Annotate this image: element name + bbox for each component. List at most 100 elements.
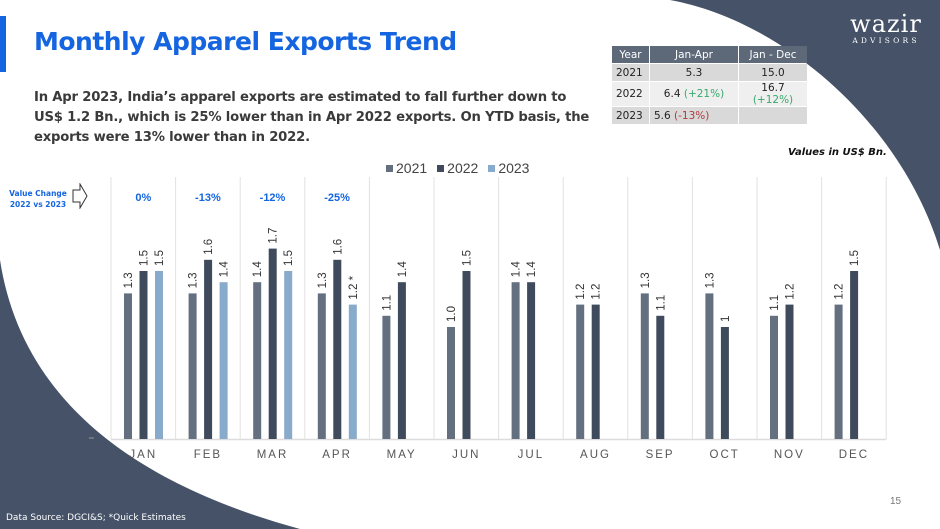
bar-2021-jan bbox=[124, 293, 132, 439]
bar-2022-dec bbox=[850, 271, 859, 439]
jan-dec-value: 15.0 bbox=[761, 66, 785, 79]
bar-2023-apr bbox=[348, 304, 357, 439]
value-change-3: -25% bbox=[324, 192, 350, 204]
jan-dec-cell: 15.0 bbox=[739, 64, 807, 81]
data-label: 1.5 bbox=[462, 250, 474, 266]
jan-apr-value: 5.3 bbox=[685, 66, 703, 79]
jan-dec-change: (+12%) bbox=[752, 94, 794, 106]
legend-swatch-2022 bbox=[437, 164, 445, 172]
jan-apr-change: (-13%) bbox=[674, 109, 710, 122]
header-jan-dec: Jan - Dec bbox=[739, 46, 807, 63]
data-label: 1.3 bbox=[317, 272, 329, 288]
chart-legend: 2021 2022 2023 bbox=[386, 160, 529, 176]
data-label: 1.1 bbox=[655, 295, 667, 311]
wazir-logo: wazir ADVISORS bbox=[845, 12, 927, 46]
data-label: 1.3 bbox=[704, 272, 716, 288]
x-tick-label: MAY bbox=[387, 449, 417, 461]
year-cell: 2023 bbox=[612, 107, 649, 124]
bar-2021-nov bbox=[770, 315, 778, 439]
data-label: 1.5 bbox=[139, 250, 151, 266]
x-tick-label: MAR bbox=[257, 449, 289, 461]
summary-description: In Apr 2023, India’s apparel exports are… bbox=[34, 90, 590, 145]
year-cell: 2022 bbox=[612, 82, 649, 106]
x-tick-label: APR bbox=[322, 449, 352, 461]
page-number: 15 bbox=[890, 496, 902, 507]
bar-2022-aug bbox=[591, 304, 600, 439]
bar-2022-jan bbox=[139, 271, 148, 439]
legend-item-2022: 2022 bbox=[437, 160, 478, 176]
x-tick-label: OCT bbox=[710, 449, 740, 461]
year-cell: 2021 bbox=[612, 64, 649, 81]
table-row: 2021 5.3 15.0 bbox=[612, 64, 807, 81]
top-right-curve bbox=[670, 0, 940, 250]
data-label: 1.4 bbox=[252, 261, 264, 278]
x-tick-label: NOV bbox=[774, 449, 805, 461]
jan-dec-cell bbox=[739, 107, 807, 124]
data-label: 1.3 bbox=[640, 272, 652, 288]
data-label: 1.2 * bbox=[348, 275, 360, 299]
bar-2022-may bbox=[397, 282, 406, 439]
value-change-label-line1: Value Change bbox=[9, 189, 67, 198]
bar-2023-mar bbox=[284, 271, 293, 439]
bar-2021-jul bbox=[511, 282, 520, 439]
legend-label-2021: 2021 bbox=[396, 160, 428, 176]
bar-2022-jun bbox=[462, 271, 471, 439]
legend-label-2023: 2023 bbox=[498, 160, 530, 176]
data-label: 1.4 bbox=[397, 261, 409, 278]
jan-apr-cell: 5.6 (-13%) bbox=[650, 107, 738, 124]
bar-2021-aug bbox=[576, 304, 585, 439]
bar-2023-feb bbox=[219, 282, 228, 439]
data-label: 1.2 bbox=[591, 284, 603, 300]
units-note: Values in US$ Bn. bbox=[788, 147, 887, 158]
x-tick-label: DEC bbox=[839, 449, 869, 461]
legend-swatch-2021 bbox=[386, 164, 393, 172]
jan-apr-value: 5.6 bbox=[654, 109, 671, 122]
bar-2023-jan bbox=[155, 271, 163, 439]
table-header-row: Year Jan-Apr Jan - Dec bbox=[612, 46, 807, 63]
jan-apr-change: (+21%) bbox=[683, 88, 725, 100]
bar-2022-apr bbox=[333, 259, 342, 439]
bar-2021-sep bbox=[640, 293, 649, 439]
value-change-1: -13% bbox=[195, 192, 221, 204]
summary-table: Year Jan-Apr Jan - Dec 2021 5.3 15.0 202… bbox=[611, 45, 808, 125]
x-tick-label: JAN bbox=[129, 449, 157, 461]
data-label: 1.1 bbox=[381, 295, 393, 311]
value-change-0: 0% bbox=[135, 192, 151, 204]
page-title: Monthly Apparel Exports Trend bbox=[34, 27, 457, 56]
header-year: Year bbox=[612, 46, 649, 63]
arrow-right-icon bbox=[72, 183, 88, 209]
value-change-label-line2: 2022 vs 2023 bbox=[9, 200, 67, 209]
data-label: 1.4 bbox=[511, 261, 523, 278]
data-label: 1 bbox=[720, 316, 732, 322]
data-label: 1.7 bbox=[268, 228, 280, 244]
bar-2021-dec bbox=[834, 304, 843, 439]
data-label: 1.4 bbox=[526, 261, 538, 278]
bar-2022-mar bbox=[268, 248, 277, 439]
data-label: 1.4 bbox=[219, 261, 231, 278]
data-label: 1.6 bbox=[203, 239, 215, 255]
table-row: 2022 6.4 (+21%) 16.7 (+12%) bbox=[612, 82, 807, 106]
data-label: 1.1 bbox=[769, 295, 781, 311]
bar-2021-apr bbox=[317, 293, 326, 439]
bottom-left-curve bbox=[0, 260, 300, 529]
x-tick-label: JUL bbox=[518, 449, 544, 461]
jan-apr-cell: 6.4 (+21%) bbox=[650, 82, 738, 106]
data-label: 1.6 bbox=[332, 239, 344, 255]
x-tick-label: FEB bbox=[194, 449, 222, 461]
data-label: 1.2 bbox=[785, 284, 797, 300]
title-accent-bar bbox=[0, 16, 6, 72]
header-jan-apr: Jan-Apr bbox=[650, 46, 738, 63]
logo-name: wazir bbox=[850, 10, 922, 38]
data-label: 1.5 bbox=[283, 250, 295, 266]
data-label: 1.5 bbox=[849, 250, 861, 266]
x-tick-label: AUG bbox=[580, 449, 611, 461]
data-label: 1.3 bbox=[123, 272, 135, 288]
legend-swatch-2023 bbox=[488, 164, 496, 172]
bar-2021-oct bbox=[705, 293, 714, 439]
data-source-note: Data Source: DGCI&S; *Quick Estimates bbox=[6, 513, 186, 523]
bar-2022-jul bbox=[527, 282, 536, 439]
data-label: 1.0 bbox=[446, 306, 458, 322]
bar-2022-oct bbox=[720, 327, 729, 439]
data-label: 1.2 bbox=[834, 284, 846, 300]
